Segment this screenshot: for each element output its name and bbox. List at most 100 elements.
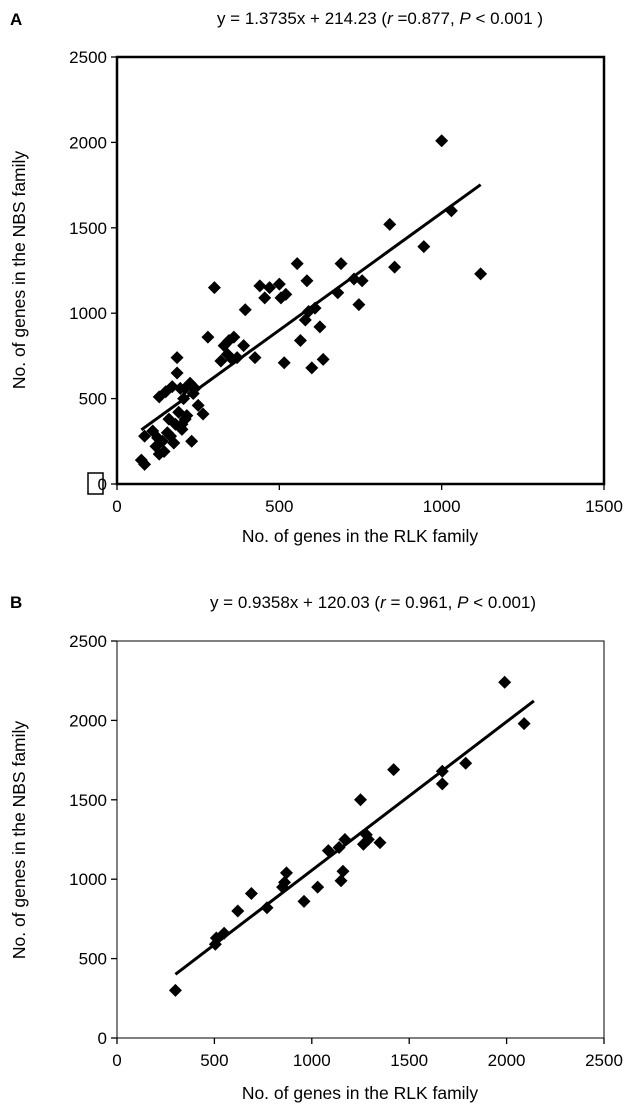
panel-a-data-point: [417, 240, 431, 254]
panel-a-data-point: [170, 351, 184, 365]
panel-a-data-point: [214, 354, 228, 368]
panel-a-data-point: [248, 351, 262, 365]
panel-a-data-point: [258, 291, 272, 305]
panel-a-data-point: [313, 320, 327, 334]
panel-a-data-point: [352, 298, 366, 312]
panel-b-data-point: [387, 763, 401, 777]
panel-a-data-point: [167, 436, 181, 450]
panel-b-x-axis-label: No. of genes in the RLK family: [242, 1083, 479, 1103]
panel-b-y-tick-label: 500: [79, 950, 107, 969]
panel-a-zero-label-box: [87, 472, 104, 495]
panel-b-data-point: [279, 866, 293, 880]
panel-b-data-point: [336, 864, 350, 878]
panel-a-data-point: [334, 257, 348, 271]
panel-b-data-point: [217, 926, 231, 940]
panel-b-fit-line: [174, 699, 535, 976]
panel-b-data-point: [278, 875, 292, 889]
panel-b-y-ticks: 0 500 1000 1500 2000 2500: [69, 632, 117, 1048]
panel-b-equation: y = 0.9358x + 120.03 (r = 0.961, P < 0.0…: [210, 593, 536, 612]
panel-a: A y = 1.3735x + 214.23 (r =0.877, P < 0.…: [9, 9, 623, 546]
panel-a-data-point: [180, 409, 194, 423]
panel-b: B y = 0.9358x + 120.03 (r = 0.961, P < 0…: [9, 593, 623, 1103]
panel-a-x-tick-label: 1500: [585, 497, 623, 516]
panel-b-data-point: [311, 880, 325, 894]
panel-a-data-point: [331, 286, 345, 300]
panel-a-letter: A: [10, 10, 22, 29]
panel-a-data-point: [157, 445, 171, 459]
panel-b-letter: B: [10, 593, 22, 612]
panel-b-y-tick-label: 2000: [69, 711, 107, 730]
panel-a-data-point: [237, 339, 251, 353]
panel-a-x-tick-label: 1000: [423, 497, 461, 516]
panel-b-data-point: [332, 840, 346, 854]
panel-a-data-point: [277, 356, 291, 370]
panel-b-y-tick-label: 2500: [69, 632, 107, 651]
panel-b-data-point: [459, 756, 473, 770]
panel-a-data-point: [196, 407, 210, 421]
panel-b-x-tick-label: 2500: [585, 1051, 623, 1070]
panel-b-data-point: [244, 886, 258, 900]
panel-a-data-point: [293, 334, 307, 348]
panel-b-x-tick-label: 1000: [293, 1051, 331, 1070]
panel-a-data-point: [355, 274, 369, 288]
panel-a-data-point: [155, 434, 169, 448]
panel-a-x-tick-label: 500: [265, 497, 293, 516]
panel-a-data-point: [170, 366, 184, 380]
panel-a-data-point: [138, 429, 152, 443]
panel-b-data-point: [498, 675, 512, 689]
panel-a-data-point: [444, 204, 458, 218]
panel-b-data-point: [435, 777, 449, 791]
panel-a-y-axis-label: No. of genes in the NBS family: [9, 151, 29, 390]
panel-b-data-point: [373, 836, 387, 850]
panel-a-data-point: [227, 330, 241, 344]
panel-a-data-point: [253, 279, 267, 293]
panel-a-data-point: [308, 301, 322, 315]
panel-a-data-point: [238, 303, 252, 317]
panel-b-data-point: [168, 983, 182, 997]
panel-b-data-point: [231, 904, 245, 918]
panel-a-data-point: [207, 281, 221, 295]
panel-b-y-tick-label: 1500: [69, 791, 107, 810]
panel-b-data-point: [260, 901, 274, 915]
panel-a-y-tick-label: 2000: [69, 133, 107, 152]
panel-a-x-ticks: 0 500 1000 1500: [112, 484, 623, 516]
panel-a-data-point: [388, 260, 402, 274]
panel-b-x-tick-label: 500: [200, 1051, 228, 1070]
panel-b-x-tick-label: 1500: [390, 1051, 428, 1070]
panel-b-x-ticks: 0 500 1000 1500 2000 2500: [112, 1038, 623, 1070]
panel-a-points: [134, 134, 488, 471]
panel-a-data-point: [383, 217, 397, 231]
panel-a-data-point: [177, 392, 191, 406]
panel-a-data-point: [138, 457, 152, 471]
panel-b-points: [168, 675, 531, 997]
panel-a-data-point: [272, 277, 286, 291]
panel-b-data-point: [321, 844, 335, 858]
panel-b-data-point: [517, 717, 531, 731]
panel-a-data-point: [230, 351, 244, 365]
panel-a-data-point: [290, 257, 304, 271]
panel-b-data-point: [435, 764, 449, 778]
panel-a-data-point: [191, 398, 205, 412]
panel-b-data-point: [297, 894, 311, 908]
panel-b-data-point: [338, 833, 352, 846]
panel-b-data-point: [354, 793, 367, 807]
panel-a-data-point: [185, 434, 199, 448]
panel-b-y-tick-label: 0: [98, 1029, 107, 1048]
panel-b-y-axis-label: No. of genes in the NBS family: [9, 721, 29, 960]
panel-a-x-tick-label: 0: [112, 497, 121, 516]
panel-a-plot-frame: [115, 55, 606, 486]
panel-a-data-point: [474, 267, 488, 281]
panel-a-data-point: [300, 274, 314, 288]
panel-b-plot-frame: [116, 640, 605, 1039]
panel-a-y-tick-label: 500: [79, 390, 107, 409]
panel-a-data-point: [305, 361, 319, 375]
panel-a-y-tick-label: 2500: [69, 48, 107, 67]
panel-b-x-tick-label: 2000: [488, 1051, 526, 1070]
panel-a-equation: y = 1.3735x + 214.23 (r =0.877, P < 0.00…: [217, 9, 543, 28]
panel-a-data-point: [201, 330, 215, 344]
panel-a-y-tick-label: 1500: [69, 219, 107, 238]
panel-a-data-point: [263, 281, 277, 295]
panel-a-data-point: [279, 287, 293, 301]
